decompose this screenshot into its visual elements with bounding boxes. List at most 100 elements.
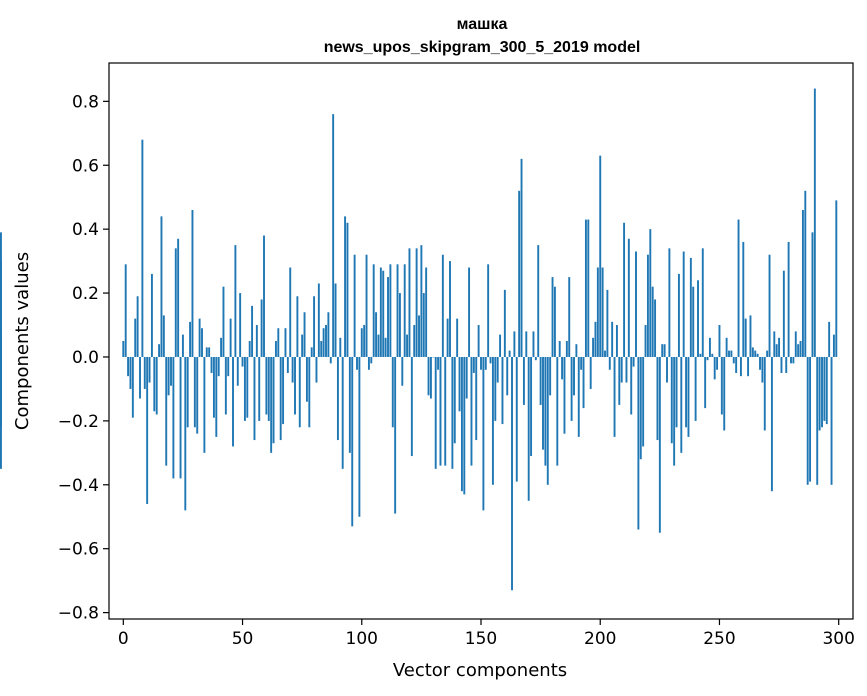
bar	[212, 356, 215, 418]
bar	[191, 209, 194, 357]
bar	[625, 356, 628, 383]
y-tick-label: −0.8	[58, 604, 99, 624]
bar	[267, 356, 270, 421]
bar	[592, 337, 595, 357]
bar	[775, 344, 778, 357]
bar	[530, 356, 533, 457]
bar	[391, 356, 394, 428]
bar	[406, 334, 409, 357]
bar	[835, 200, 838, 357]
bar	[263, 235, 265, 357]
bar	[742, 241, 745, 357]
bar	[274, 341, 277, 357]
bar	[236, 356, 239, 386]
bar	[329, 356, 332, 364]
bar	[453, 356, 456, 444]
bar	[606, 289, 609, 357]
bar	[458, 356, 461, 412]
bar	[513, 331, 516, 357]
bar	[232, 356, 234, 447]
bar	[415, 248, 418, 357]
bar	[806, 356, 809, 485]
bar	[828, 321, 831, 357]
bar	[568, 277, 571, 357]
bar	[375, 312, 378, 357]
bar	[751, 347, 754, 357]
bar	[387, 277, 389, 357]
bar	[632, 356, 635, 367]
bar	[155, 356, 158, 415]
bar	[689, 257, 692, 357]
bar	[351, 356, 354, 527]
bar	[778, 337, 781, 357]
bar	[198, 318, 201, 357]
bar	[594, 321, 597, 357]
bar	[644, 325, 647, 357]
bar	[215, 356, 218, 437]
bar	[518, 190, 521, 357]
bar	[336, 356, 339, 441]
bar	[587, 219, 590, 357]
bar	[358, 356, 361, 517]
bar	[241, 356, 244, 367]
bar	[661, 344, 664, 357]
y-tick-label: 0.2	[72, 284, 99, 304]
bar	[181, 334, 184, 357]
bar	[499, 334, 502, 357]
bar	[599, 155, 602, 357]
bar	[549, 356, 552, 396]
bar	[708, 337, 711, 357]
bar	[131, 356, 134, 418]
bar	[444, 356, 447, 466]
bar	[270, 356, 273, 453]
bar	[570, 356, 573, 421]
bar	[341, 356, 344, 469]
bar	[687, 356, 690, 437]
bar	[141, 139, 144, 357]
x-tick-label: 50	[232, 629, 254, 649]
bar	[408, 248, 411, 357]
bar	[434, 356, 437, 469]
bar	[618, 356, 621, 405]
bar	[205, 347, 208, 357]
bar	[649, 229, 652, 357]
bar	[694, 356, 697, 421]
bar	[627, 238, 630, 357]
x-axis-ticks: 0 50 100 150 200 250 300	[118, 619, 855, 649]
bar	[565, 341, 568, 357]
bar	[692, 286, 695, 357]
bar	[744, 318, 747, 357]
bar	[551, 277, 554, 357]
bar	[146, 356, 149, 504]
bars-group	[0, 88, 838, 591]
bar	[825, 356, 828, 425]
bar	[675, 356, 678, 428]
bar	[706, 356, 709, 361]
bar	[735, 356, 738, 373]
bar	[322, 328, 325, 357]
chart-title: машка	[457, 16, 508, 33]
bar	[363, 325, 366, 357]
bar	[174, 248, 177, 357]
bar	[823, 356, 826, 421]
bar	[668, 248, 671, 357]
bar	[356, 356, 358, 370]
bar	[239, 293, 242, 357]
y-tick-label: −0.4	[58, 476, 99, 496]
bar	[580, 356, 583, 370]
bar	[282, 356, 285, 425]
bar	[558, 341, 561, 357]
bar	[301, 334, 304, 357]
bar	[577, 356, 580, 437]
bar	[720, 356, 723, 415]
y-tick-label: 0.0	[72, 348, 99, 368]
bar	[821, 356, 823, 428]
bar	[615, 325, 618, 357]
x-tick-label: 300	[822, 629, 854, 649]
bar	[770, 356, 773, 492]
bar	[396, 264, 399, 357]
bar	[682, 251, 685, 357]
bar	[761, 356, 764, 383]
bar	[494, 356, 497, 421]
